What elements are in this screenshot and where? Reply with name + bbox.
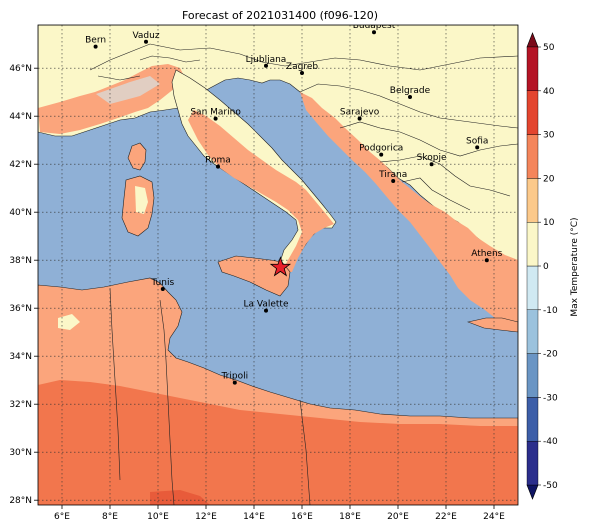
lon-tick-label: 20°E — [387, 512, 409, 522]
city-label: Sofia — [466, 136, 488, 146]
colorbar-swatch — [526, 178, 539, 223]
city-label: Podgorica — [359, 144, 403, 154]
lon-tick-label: 16°E — [291, 512, 313, 522]
city-dot — [213, 116, 218, 121]
city-dot — [93, 44, 98, 49]
colorbar-extend-max — [526, 32, 539, 48]
crete — [466, 317, 518, 333]
city-label: Bern — [85, 36, 106, 46]
colorbar-tick-label: -40 — [543, 437, 558, 447]
colorbar-swatch — [526, 397, 539, 442]
lat-tick-label: 44°N — [9, 112, 32, 122]
lat-tick-label: 32°N — [9, 400, 32, 410]
lon-tick-label: 6°E — [54, 512, 70, 522]
city-label: Vaduz — [132, 31, 159, 41]
city-dot — [357, 116, 362, 121]
lat-tick-label: 30°N — [9, 448, 32, 458]
lon-tick-label: 24°E — [483, 512, 505, 522]
city-dot — [216, 164, 220, 169]
colorbar-tick-label: 0 — [543, 262, 549, 272]
lon-tick-label: 14°E — [243, 512, 265, 522]
colorbar-swatch — [526, 90, 539, 135]
location-marker — [269, 256, 292, 277]
latitude-ticks: 28°N 30°N 32°N 34°N 36°N 38°N 40°N 42°N 44°N 46°N — [9, 64, 38, 506]
colorbar-tick-label: 50 — [543, 43, 555, 53]
city-label: Tripoli — [220, 372, 248, 382]
colorbar-tick-label: -30 — [543, 393, 558, 403]
city-dot — [264, 63, 268, 68]
colorbar-swatch — [526, 221, 539, 267]
city-dot — [391, 179, 396, 183]
city-dot — [408, 95, 412, 99]
colorbar-tick-label: -20 — [543, 350, 558, 360]
colorbar-tick-label: 10 — [543, 218, 555, 228]
city-dot — [379, 152, 384, 157]
colorbar: -50 -40 -30 -20 -10 0 10 20 30 40 50 — [526, 32, 558, 500]
lon-tick-label: 22°E — [435, 512, 457, 522]
lon-tick-label: 12°E — [195, 512, 217, 522]
city-dot — [429, 162, 434, 167]
city-label: Belgrade — [390, 86, 431, 96]
map-title: Forecast of 2021031400 (f096-120) — [182, 9, 378, 22]
lon-tick-label: 10°E — [147, 512, 169, 522]
colorbar-extend-min — [526, 484, 539, 500]
corsica — [127, 142, 147, 171]
colorbar-tick-label: 20 — [543, 174, 555, 184]
city-label: Sarajevo — [340, 108, 380, 118]
city-label: Tirana — [378, 170, 407, 180]
city-dot — [475, 145, 480, 150]
colorbar-label: Max Temperature (°C) — [570, 217, 580, 316]
city-label: Roma — [205, 156, 231, 166]
lat-tick-label: 46°N — [9, 64, 32, 74]
colorbar-swatch — [526, 441, 539, 486]
map-frame — [37, 24, 519, 506]
city-label: La Valette — [244, 300, 289, 310]
city-dot — [484, 258, 489, 263]
colorbar-tick-label: 40 — [543, 87, 555, 97]
colorbar-swatch — [526, 46, 539, 91]
city-dot — [300, 71, 304, 75]
colorbar-swatch — [526, 265, 539, 310]
lat-tick-label: 42°N — [9, 160, 32, 170]
city-dot — [372, 30, 376, 35]
africa-very-hot — [150, 490, 210, 505]
sardinia-cool — [135, 186, 148, 214]
lat-tick-label: 38°N — [9, 256, 32, 266]
colorbar-swatch — [526, 134, 539, 179]
city-label: Budapest — [353, 21, 396, 31]
city-dot — [144, 39, 148, 44]
lat-tick-label: 36°N — [9, 304, 32, 314]
city-label: Athens — [471, 249, 502, 259]
italy-west-coast-warm — [188, 110, 334, 272]
colorbar-swatch — [526, 309, 539, 354]
country-borders — [89, 43, 518, 505]
gridlines — [38, 25, 518, 505]
balkan-coast-warm — [300, 92, 518, 330]
city-label: Skopje — [417, 153, 447, 163]
longitude-ticks: 6°E 8°E 10°E 12°E 14°E 16°E 18°E 20°E 22°E 24°E — [54, 505, 505, 522]
lon-tick-label: 18°E — [339, 512, 361, 522]
city-label: Tunis — [150, 278, 174, 288]
tunisia-cool-patch — [58, 314, 80, 330]
lat-tick-label: 28°N — [9, 496, 32, 506]
city-dot — [232, 380, 237, 385]
lon-tick-label: 8°E — [102, 512, 118, 522]
colorbar-swatch — [526, 353, 539, 398]
city-dot — [160, 287, 165, 291]
colorbar-tick-label: 30 — [543, 131, 555, 141]
city-label: San Marino — [190, 108, 241, 118]
city-label: Ljubljana — [246, 55, 287, 65]
star-marker — [269, 256, 292, 277]
city-dot — [264, 308, 268, 313]
city-label: Zagreb — [286, 62, 318, 72]
lat-tick-label: 40°N — [9, 208, 32, 218]
sea-cool-patch — [96, 76, 160, 104]
lat-tick-label: 34°N — [9, 352, 32, 362]
colorbar-tick-label: -50 — [543, 481, 558, 491]
colorbar-tick-label: -10 — [543, 306, 558, 316]
